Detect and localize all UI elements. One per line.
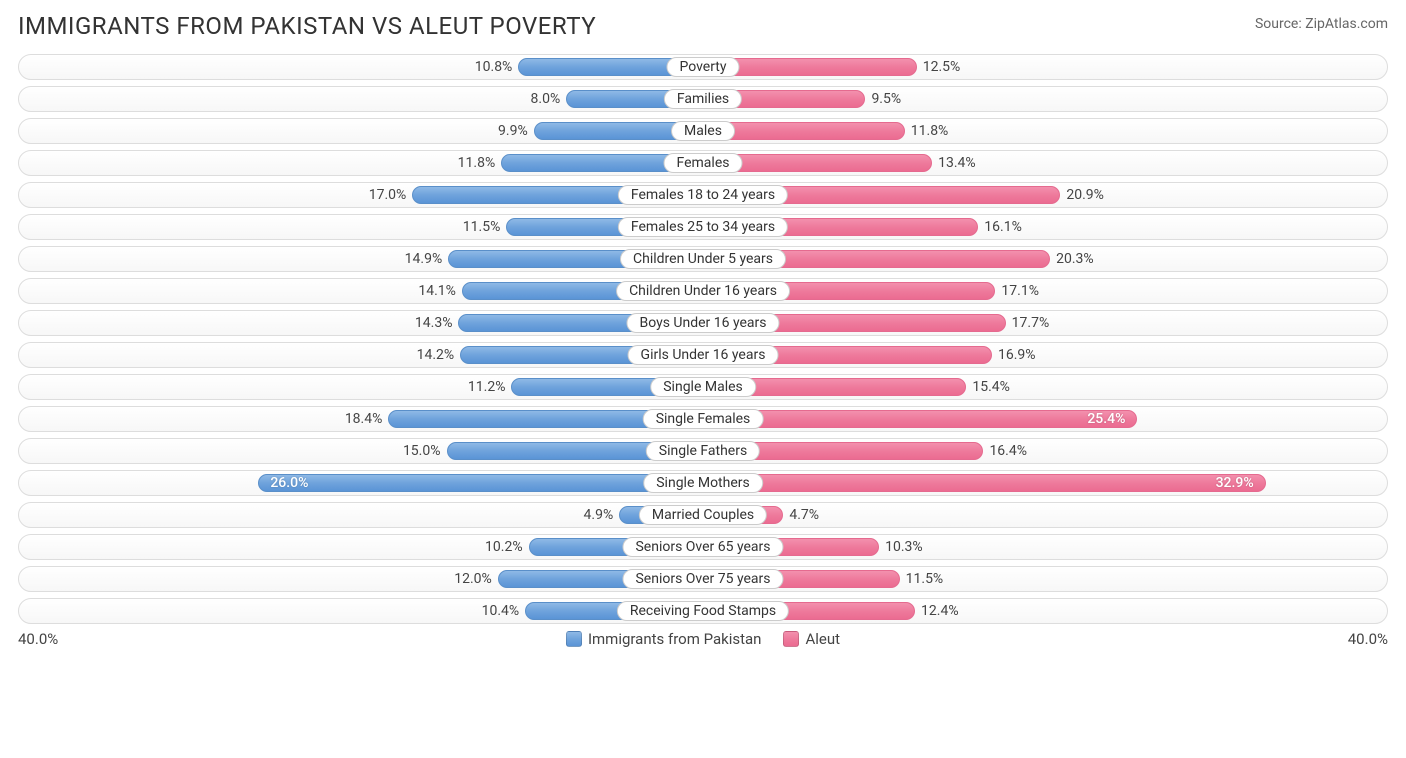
value-label-left: 14.3% — [415, 315, 453, 331]
value-label-left: 11.8% — [458, 155, 496, 171]
category-label: Females 25 to 34 years — [618, 217, 788, 237]
value-label-left: 10.4% — [482, 603, 520, 619]
chart-row: 14.9% 20.3% Children Under 5 years — [18, 246, 1388, 272]
category-label: Receiving Food Stamps — [617, 601, 789, 621]
chart-row: 17.0% 20.9% Females 18 to 24 years — [18, 182, 1388, 208]
value-label-left: 14.1% — [418, 283, 456, 299]
bar-right — [703, 474, 1266, 492]
chart-row: 10.2% 10.3% Seniors Over 65 years — [18, 534, 1388, 560]
value-label-right: 25.4% — [1087, 411, 1125, 427]
value-label-left: 10.2% — [485, 539, 523, 555]
legend-swatch-pink — [783, 631, 799, 647]
category-label: Children Under 16 years — [616, 281, 790, 301]
category-label: Boys Under 16 years — [626, 313, 779, 333]
chart-area: 10.8%12.5%Poverty8.0%9.5%Families9.9%11.… — [18, 54, 1388, 624]
header: IMMIGRANTS FROM PAKISTAN VS ALEUT POVERT… — [18, 12, 1388, 40]
chart-footer: 40.0% Immigrants from Pakistan Aleut 40.… — [18, 630, 1388, 648]
chart-row: 9.9% 11.8% Males — [18, 118, 1388, 144]
chart-row: 11.2% 15.4% Single Males — [18, 374, 1388, 400]
chart-row: 14.2% 16.9% Girls Under 16 years — [18, 342, 1388, 368]
value-label-right: 9.5% — [871, 91, 901, 107]
category-label: Children Under 5 years — [620, 249, 786, 269]
value-label-left: 11.5% — [463, 219, 501, 235]
value-label-right: 17.7% — [1012, 315, 1050, 331]
category-label: Males — [671, 121, 735, 141]
value-label-right: 32.9% — [1216, 475, 1254, 491]
category-label: Single Mothers — [643, 473, 763, 493]
legend-item-left: Immigrants from Pakistan — [566, 630, 762, 648]
chart-row: 4.9% 4.7% Married Couples — [18, 502, 1388, 528]
value-label-left: 4.9% — [584, 507, 614, 523]
category-label: Families — [664, 89, 742, 109]
category-label: Single Females — [643, 409, 764, 429]
category-label: Seniors Over 65 years — [622, 537, 783, 557]
bar-right — [703, 410, 1137, 428]
category-label: Females 18 to 24 years — [618, 185, 788, 205]
value-label-left: 10.8% — [475, 59, 513, 75]
category-label: Single Fathers — [646, 441, 760, 461]
value-label-left: 17.0% — [369, 187, 407, 203]
legend-item-right: Aleut — [783, 630, 840, 648]
value-label-left: 26.0% — [270, 475, 308, 491]
value-label-left: 14.2% — [417, 347, 455, 363]
value-label-right: 12.5% — [923, 59, 961, 75]
chart-row: 11.5% 16.1% Females 25 to 34 years — [18, 214, 1388, 240]
chart-row: 14.1% 17.1% Children Under 16 years — [18, 278, 1388, 304]
axis-max-left: 40.0% — [18, 630, 58, 648]
chart-row: 26.0% 32.9% Single Mothers — [18, 470, 1388, 496]
category-label: Single Males — [650, 377, 756, 397]
value-label-right: 4.7% — [789, 507, 819, 523]
bar-left — [258, 474, 703, 492]
value-label-left: 8.0% — [531, 91, 561, 107]
chart-row: 10.4% 12.4% Receiving Food Stamps — [18, 598, 1388, 624]
chart-title: IMMIGRANTS FROM PAKISTAN VS ALEUT POVERT… — [18, 12, 596, 40]
value-label-right: 20.3% — [1056, 251, 1094, 267]
value-label-right: 13.4% — [938, 155, 976, 171]
value-label-left: 15.0% — [403, 443, 441, 459]
value-label-right: 17.1% — [1001, 283, 1039, 299]
legend: Immigrants from Pakistan Aleut — [566, 630, 840, 648]
category-label: Poverty — [666, 57, 739, 77]
category-label: Girls Under 16 years — [628, 345, 779, 365]
value-label-right: 11.5% — [906, 571, 944, 587]
value-label-right: 15.4% — [972, 379, 1010, 395]
value-label-right: 16.1% — [984, 219, 1022, 235]
value-label-left: 18.4% — [345, 411, 383, 427]
value-label-right: 11.8% — [911, 123, 949, 139]
category-label: Females — [664, 153, 743, 173]
chart-row: 14.3% 17.7% Boys Under 16 years — [18, 310, 1388, 336]
chart-row: 8.0% 9.5% Families — [18, 86, 1388, 112]
chart-row: 15.0% 16.4% Single Fathers — [18, 438, 1388, 464]
legend-label-left: Immigrants from Pakistan — [588, 630, 762, 648]
value-label-right: 10.3% — [885, 539, 923, 555]
value-label-right: 16.4% — [989, 443, 1027, 459]
value-label-left: 12.0% — [454, 571, 492, 587]
value-label-right: 12.4% — [921, 603, 959, 619]
value-label-left: 9.9% — [498, 123, 528, 139]
legend-label-right: Aleut — [805, 630, 840, 648]
value-label-left: 11.2% — [468, 379, 506, 395]
value-label-right: 16.9% — [998, 347, 1036, 363]
source-attribution: Source: ZipAtlas.com — [1255, 12, 1388, 32]
chart-row: 10.8% 12.5% Poverty — [18, 54, 1388, 80]
category-label: Married Couples — [639, 505, 767, 525]
chart-row: 18.4% 25.4% Single Females — [18, 406, 1388, 432]
chart-row: 11.8% 13.4% Females — [18, 150, 1388, 176]
chart-row: 12.0% 11.5% Seniors Over 75 years — [18, 566, 1388, 592]
legend-swatch-blue — [566, 631, 582, 647]
value-label-left: 14.9% — [405, 251, 443, 267]
value-label-right: 20.9% — [1066, 187, 1104, 203]
axis-max-right: 40.0% — [1348, 630, 1388, 648]
category-label: Seniors Over 75 years — [622, 569, 783, 589]
